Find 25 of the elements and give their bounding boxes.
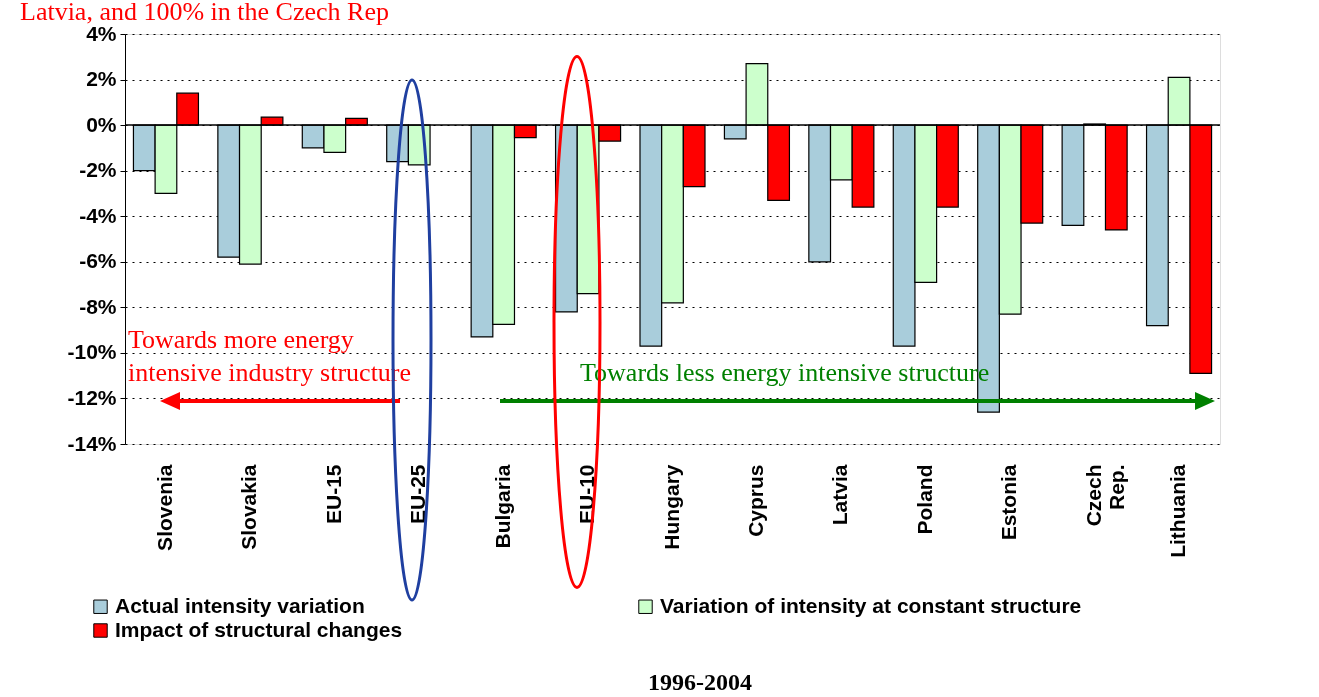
y-tick-label: 2% [86,67,117,91]
x-tick-label: EU-15 [321,464,345,525]
text: 1996-2004 [648,669,752,695]
x-tick-label: Cyprus [743,464,767,537]
y-tick-label: -12% [67,385,117,409]
x-tick-label: Latvia [828,464,852,526]
legend-label: Variation of intensity at constant structure [660,593,1082,617]
y-tick-label: 0% [86,112,117,136]
x-tick-label: Hungary [659,464,683,550]
x-tick-label: Czech Rep. [1081,464,1128,527]
y-tick-label: -14% [67,431,117,455]
y-tick-label: -4% [79,203,117,227]
x-tick-label: EU-25 [406,464,430,525]
y-tick-label: -2% [79,158,117,182]
x-tick-label: Lithuania [1166,464,1190,558]
x-tick-label: Poland [912,464,936,535]
x-tick-label: Bulgaria [490,464,514,549]
y-tick-label: -8% [79,294,117,318]
legend-label: Impact of structural changes [115,617,403,641]
legend-label: Actual intensity variation [115,593,365,617]
y-tick-label: -10% [67,340,117,364]
x-tick-label: Slovenia [152,464,176,551]
x-tick-label: Estonia [997,464,1021,541]
y-tick-label: -6% [79,249,117,273]
x-tick-label: Slovakia [237,464,261,550]
